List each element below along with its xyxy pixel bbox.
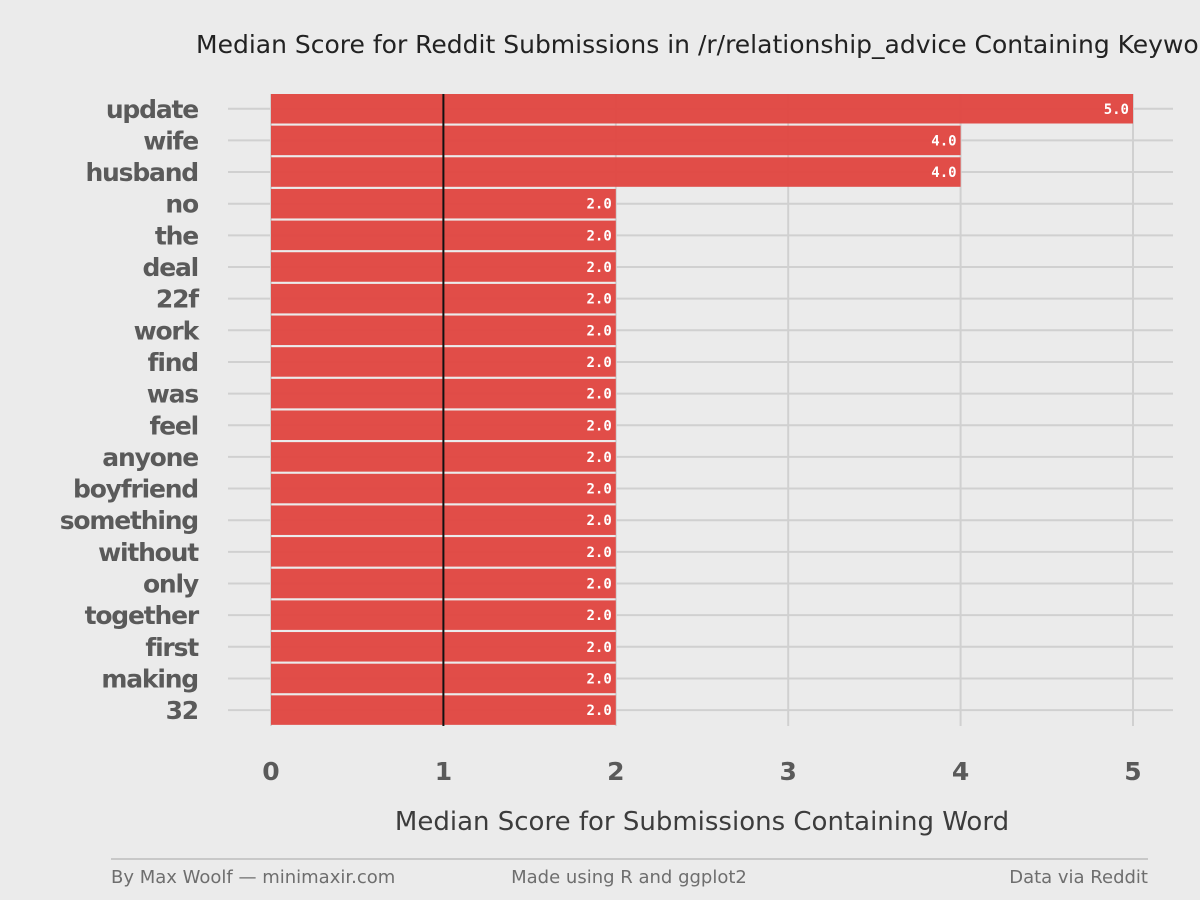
y-tick-label: only xyxy=(143,570,199,599)
y-tick-label: work xyxy=(134,316,201,345)
data-label: 2.0 xyxy=(587,355,612,371)
footer-tool: Made using R and ggplot2 xyxy=(511,867,747,888)
x-tick-label: 0 xyxy=(262,757,279,786)
x-tick-label: 2 xyxy=(607,757,624,786)
data-label: 4.0 xyxy=(931,165,956,181)
data-label: 2.0 xyxy=(587,323,612,339)
label-layer: 0 1 2 3 4 5 update 5.0 wife 4.0 husband 4.0 no 2.0 the… xyxy=(60,95,1142,786)
x-tick-label: 5 xyxy=(1124,757,1141,786)
y-tick-label: find xyxy=(148,348,198,377)
data-label: 2.0 xyxy=(587,292,612,308)
bar-wife xyxy=(271,125,961,156)
bar-husband xyxy=(271,157,961,187)
y-tick-label: boyfriend xyxy=(73,475,198,504)
y-tick-label: something xyxy=(60,506,198,535)
data-label: 2.0 xyxy=(587,671,612,687)
x-axis-title: Median Score for Submissions Containing … xyxy=(395,807,1009,837)
x-tick-label: 3 xyxy=(779,757,796,786)
x-tick-label: 4 xyxy=(952,757,969,786)
data-label: 4.0 xyxy=(931,133,956,149)
data-label: 2.0 xyxy=(587,387,612,403)
y-tick-label: first xyxy=(145,633,199,662)
data-label: 2.0 xyxy=(587,260,612,276)
footer-source: Data via Reddit xyxy=(1009,867,1148,888)
bar-layer xyxy=(271,94,1133,725)
data-label: 2.0 xyxy=(587,640,612,656)
y-tick-label: feel xyxy=(149,411,198,440)
data-label: 2.0 xyxy=(587,228,612,244)
data-label: 5.0 xyxy=(1104,102,1129,118)
bar-update xyxy=(271,94,1133,124)
y-tick-label: no xyxy=(165,190,199,219)
data-label: 2.0 xyxy=(587,545,612,561)
y-tick-label: husband xyxy=(85,158,198,187)
data-label: 2.0 xyxy=(587,450,612,466)
data-label: 2.0 xyxy=(587,513,612,529)
data-label: 2.0 xyxy=(587,418,612,434)
y-tick-label: making xyxy=(101,664,198,693)
footer-credit: By Max Woolf — minimaxir.com xyxy=(111,867,395,888)
y-tick-label: 32 xyxy=(166,696,198,725)
data-label: 2.0 xyxy=(587,482,612,498)
grid-layer xyxy=(228,94,1173,726)
data-label: 2.0 xyxy=(587,608,612,624)
y-tick-label: update xyxy=(106,95,198,124)
y-tick-label: the xyxy=(155,221,198,250)
data-label: 2.0 xyxy=(587,703,612,719)
y-tick-label: anyone xyxy=(102,443,198,472)
y-tick-label: without xyxy=(98,538,199,567)
y-tick-label: deal xyxy=(143,253,199,282)
x-tick-label: 1 xyxy=(435,757,452,786)
y-tick-label: was xyxy=(147,380,199,409)
y-tick-label: wife xyxy=(143,126,198,155)
y-tick-label: 22f xyxy=(156,285,200,314)
data-label: 2.0 xyxy=(587,197,612,213)
y-tick-label: together xyxy=(85,601,200,630)
chart-title: Median Score for Reddit Submissions in /… xyxy=(196,30,1200,59)
data-label: 2.0 xyxy=(587,577,612,593)
